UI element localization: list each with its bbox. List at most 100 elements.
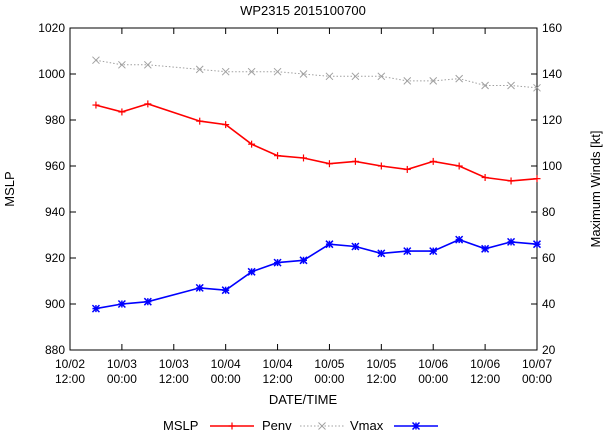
series-point	[533, 175, 541, 183]
series-point	[403, 247, 412, 256]
legend-sample-0	[210, 422, 254, 430]
series-point	[274, 152, 282, 160]
series-point	[248, 140, 256, 148]
series-point	[481, 244, 490, 253]
legend-sample-2	[394, 421, 438, 431]
series-point	[247, 267, 256, 276]
series-point	[507, 237, 516, 246]
series-vmax	[92, 56, 541, 92]
right-axis: 20 40 60 80 100 120 140 160	[531, 21, 562, 357]
series-point	[117, 299, 126, 309]
x-tick-date: 10/02	[55, 357, 85, 371]
legend-label: Penv	[262, 418, 292, 432]
x-tick-date: 10/06	[470, 357, 500, 371]
series-line	[95, 103, 538, 182]
series-unnamed-2	[91, 235, 542, 313]
x-tick-date: 10/03	[107, 357, 137, 371]
series-point	[351, 72, 360, 81]
x-tick-date: 10/03	[159, 357, 189, 371]
left-tick-label: 920	[45, 251, 65, 265]
x-axis-label: DATE/TIME	[269, 392, 338, 407]
x-tick-date: 10/04	[211, 357, 241, 371]
x-axis: 10/0212:0010/0300:0010/0312:0010/0400:00…	[55, 28, 552, 386]
series-point	[351, 157, 359, 165]
series-point	[325, 160, 333, 168]
series-penv	[92, 100, 541, 185]
series-point	[325, 240, 334, 249]
series-point	[195, 283, 204, 292]
series-point	[429, 77, 438, 85]
left-tick-label: 1020	[38, 21, 65, 35]
series-point	[221, 67, 230, 76]
series-point	[118, 108, 126, 116]
right-tick-label: 140	[542, 67, 562, 81]
x-tick-time: 12:00	[159, 372, 189, 386]
series-point	[325, 72, 334, 81]
x-tick-time: 00:00	[211, 372, 241, 386]
x-tick-time: 12:00	[55, 372, 85, 386]
series-line	[95, 59, 538, 89]
left-tick-label: 900	[45, 297, 65, 311]
legend-marker	[318, 422, 326, 430]
series-point	[196, 117, 204, 125]
series-point	[299, 70, 308, 78]
left-tick-label: 960	[45, 159, 65, 173]
series-point	[92, 101, 100, 109]
series-point	[403, 165, 411, 173]
legend-sample-1	[300, 422, 344, 430]
series-point	[455, 74, 464, 83]
series-line	[95, 238, 538, 310]
plot-frame	[69, 27, 538, 351]
series-point	[92, 56, 100, 65]
legend-marker	[411, 421, 421, 431]
legend: MSLP Penv Vmax	[163, 418, 438, 432]
series-layer	[91, 56, 542, 313]
series-point	[455, 162, 463, 170]
series-point	[118, 60, 126, 69]
series-point	[273, 258, 282, 267]
right-tick-label: 80	[542, 205, 556, 219]
series-point	[91, 304, 100, 313]
series-point	[222, 121, 230, 129]
legend-marker	[228, 422, 236, 430]
x-tick-date: 10/05	[366, 357, 396, 371]
x-tick-time: 00:00	[522, 372, 552, 386]
right-tick-label: 120	[542, 113, 562, 127]
x-tick-date: 10/04	[263, 357, 293, 371]
series-point	[429, 247, 438, 256]
series-point	[195, 65, 204, 74]
series-point	[481, 174, 489, 181]
series-point	[300, 154, 307, 162]
x-tick-time: 12:00	[470, 372, 500, 386]
series-point	[143, 60, 152, 69]
series-point	[377, 249, 386, 258]
series-point	[221, 286, 230, 295]
series-point	[247, 67, 256, 76]
x-tick-date: 10/07	[522, 357, 552, 371]
right-axis-label: Maximum Winds [kt]	[588, 130, 603, 247]
right-tick-label: 100	[542, 159, 562, 173]
right-tick-label: 160	[542, 21, 562, 35]
chart-title: WP2315 2015100700	[240, 3, 366, 18]
series-point	[144, 100, 152, 108]
right-tick-label: 40	[542, 297, 556, 311]
series-point	[507, 177, 515, 185]
series-point	[532, 240, 542, 249]
left-tick-label: 980	[45, 113, 65, 127]
series-point	[273, 67, 282, 76]
series-point	[377, 162, 385, 170]
left-axis-label: MSLP	[2, 171, 17, 206]
series-point	[429, 157, 437, 165]
x-tick-date: 10/06	[418, 357, 448, 371]
x-tick-time: 12:00	[366, 372, 396, 386]
left-tick-label: 940	[45, 205, 65, 219]
series-point	[377, 72, 386, 81]
x-tick-date: 10/05	[314, 357, 344, 371]
x-tick-time: 12:00	[263, 372, 293, 386]
series-point	[481, 81, 489, 90]
x-tick-time: 00:00	[107, 372, 137, 386]
series-point	[299, 256, 308, 265]
left-axis: 880 900 920 940 960 980 1000 1020	[38, 21, 76, 357]
legend-label: Vmax	[350, 418, 384, 432]
